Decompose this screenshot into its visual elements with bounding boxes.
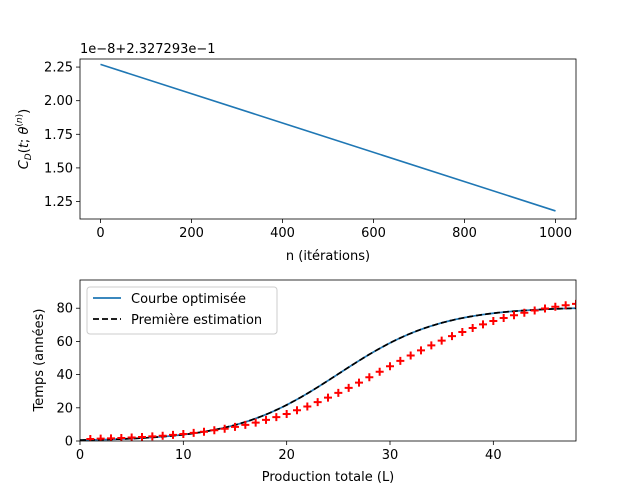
x-tick-label: 0 [76, 448, 84, 463]
x-tick-label: 400 [270, 226, 295, 241]
data-point-marker [334, 388, 343, 397]
x-tick-label: 30 [382, 448, 399, 463]
data-point-marker [138, 433, 146, 441]
chart1-offset-label: 1e−8+2.327293e−1 [80, 42, 216, 57]
y-tick-label: 20 [56, 401, 73, 416]
chart1-y-ticks: 1.25 1.50 1.75 2.00 2.25 [44, 61, 80, 210]
chart1-x-ticks: 0 200 400 600 800 1000 [96, 219, 572, 241]
data-point-marker [272, 413, 281, 422]
y-tick-label: 1.75 [44, 128, 73, 143]
chart2-y-ticks: 0 20 40 60 80 [56, 302, 80, 450]
data-point-marker [282, 409, 291, 418]
chart2-legend: Courbe optimisée Première estimation [86, 286, 278, 335]
chart2-x-ticks: 0 10 20 30 40 [76, 441, 502, 463]
data-point-marker [561, 301, 570, 310]
data-point-marker [406, 351, 415, 360]
data-point-marker [313, 398, 322, 407]
x-tick-label: 800 [452, 226, 477, 241]
legend-label-estimate: Première estimation [131, 313, 262, 328]
y-tick-label: 1.50 [44, 161, 73, 176]
data-point-marker [189, 428, 198, 437]
data-point-marker [572, 299, 576, 308]
data-point-marker [375, 367, 384, 376]
legend-label-optimised: Courbe optimisée [131, 292, 246, 307]
data-point-marker [427, 341, 436, 350]
chart-production: 0 10 20 30 40 0 20 40 60 80 Production totale (L… [32, 279, 577, 485]
y-tick-label: 2.00 [44, 94, 73, 109]
chart1-y-axis-label: CD(t; θ(n)) [15, 109, 34, 170]
data-point-marker [551, 302, 560, 311]
x-tick-label: 600 [361, 226, 386, 241]
data-point-marker [396, 356, 405, 365]
chart2-y-axis-label: Temps (années) [32, 309, 47, 413]
data-point-marker [355, 378, 363, 387]
y-tick-label: 80 [56, 302, 73, 317]
chart2-plot-area [80, 299, 576, 441]
data-point-marker [179, 430, 188, 439]
y-tick-label: 0 [65, 435, 73, 450]
data-point-marker [437, 336, 446, 345]
chart2-axes-frame [79, 279, 577, 442]
x-tick-label: 0 [96, 226, 104, 241]
data-point-marker [530, 306, 539, 315]
data-point-marker [520, 308, 529, 317]
chart1-plot-area [100, 63, 556, 212]
data-point-marker [448, 332, 456, 341]
data-point-marker [489, 316, 498, 325]
data-point-marker [303, 402, 312, 411]
data-point-marker [541, 304, 549, 313]
data-point-marker [499, 314, 508, 323]
x-tick-label: 200 [179, 226, 204, 241]
data-point-marker [169, 430, 177, 439]
data-point-marker [479, 320, 487, 329]
data-point-marker [262, 415, 270, 424]
data-point-marker [127, 433, 136, 441]
x-tick-label: 10 [175, 448, 192, 463]
chart1-x-axis-label: n (itérations) [286, 249, 370, 264]
data-point-marker [324, 393, 332, 402]
data-point-marker [293, 406, 301, 415]
legend-box [86, 286, 278, 335]
data-point-marker [210, 426, 219, 435]
data-point-marker [365, 373, 374, 382]
data-point-marker [417, 346, 425, 355]
data-point-marker [220, 424, 229, 433]
data-point-marker [251, 418, 260, 427]
data-point-marker [386, 362, 394, 371]
x-tick-label: 40 [485, 448, 502, 463]
data-point-marker [468, 323, 477, 332]
chart2-x-axis-label: Production totale (L) [262, 470, 395, 485]
x-tick-label: 1000 [539, 226, 572, 241]
data-point-marker [107, 434, 115, 441]
x-tick-label: 20 [278, 448, 295, 463]
data-point-marker [148, 432, 157, 441]
series-line-0 [100, 63, 556, 212]
y-tick-label: 40 [56, 368, 73, 383]
chart-iterations: 0 200 400 600 800 1000 1.25 1.50 1.75 2.00 2.25 1… [15, 42, 577, 264]
y-tick-label: 2.25 [44, 61, 73, 76]
data-point-marker [510, 311, 518, 320]
data-point-marker [200, 427, 208, 436]
data-point-marker [231, 422, 239, 431]
data-point-marker [96, 434, 105, 441]
chart1-axes-frame [79, 58, 577, 220]
data-point-marker [458, 327, 467, 336]
y-tick-label: 60 [56, 335, 73, 350]
y-tick-label: 1.25 [44, 195, 73, 210]
data-point-marker [241, 420, 250, 429]
data-point-marker [86, 435, 95, 441]
data-point-marker [158, 431, 167, 440]
data-point-marker [344, 383, 353, 392]
